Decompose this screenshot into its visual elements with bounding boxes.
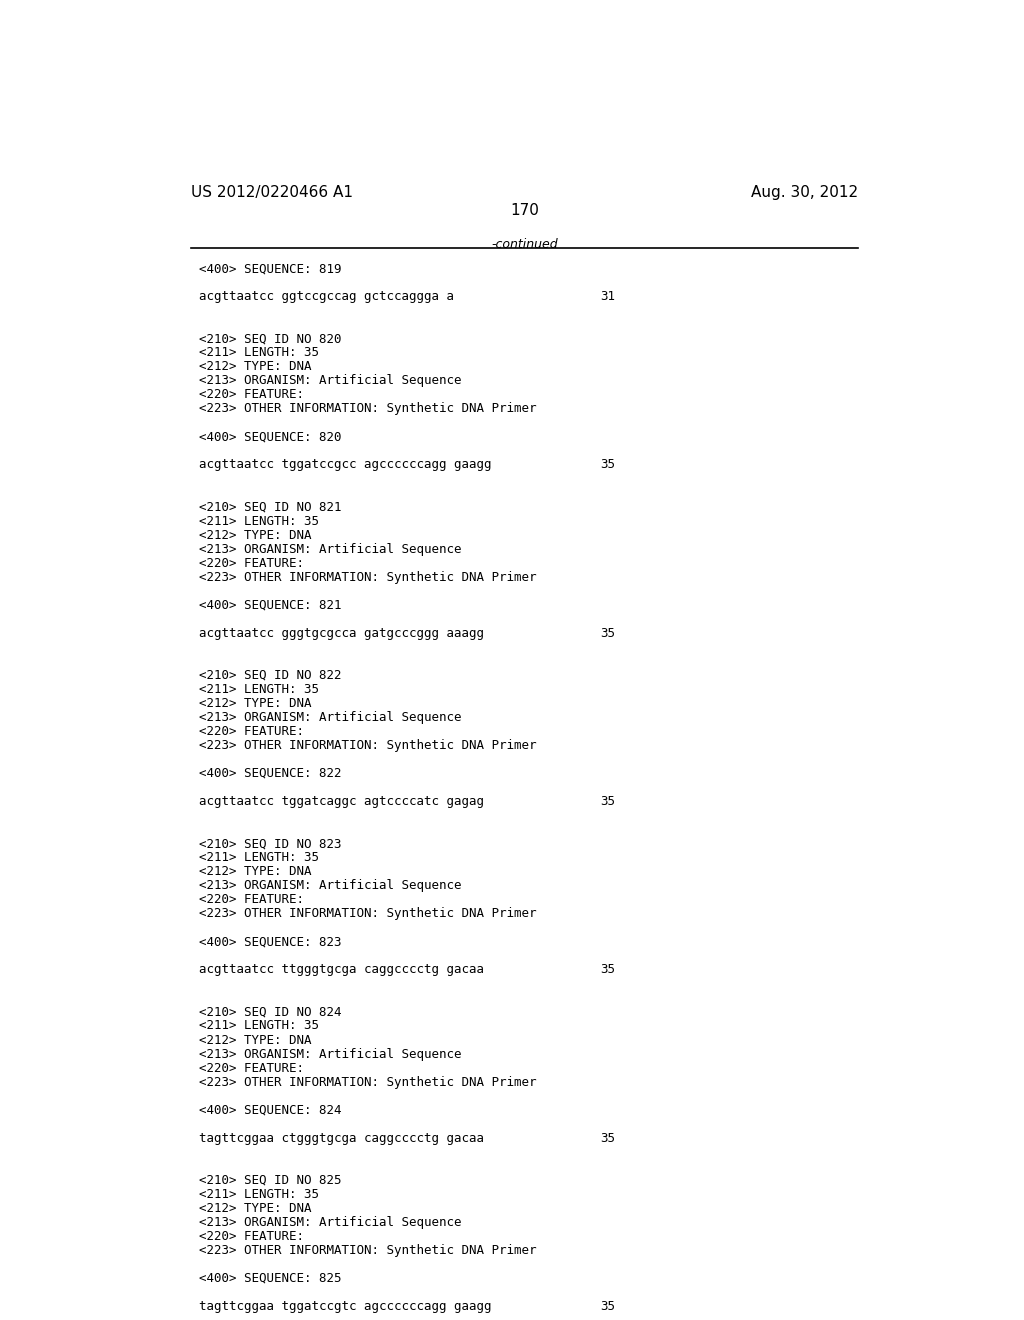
- Text: <223> OTHER INFORMATION: Synthetic DNA Primer: <223> OTHER INFORMATION: Synthetic DNA P…: [200, 739, 537, 752]
- Text: <211> LENGTH: 35: <211> LENGTH: 35: [200, 1019, 319, 1032]
- Text: <220> FEATURE:: <220> FEATURE:: [200, 1061, 304, 1074]
- Text: acgttaatcc ttgggtgcga caggcccctg gacaa: acgttaatcc ttgggtgcga caggcccctg gacaa: [200, 964, 484, 977]
- Text: 170: 170: [510, 203, 540, 218]
- Text: <213> ORGANISM: Artificial Sequence: <213> ORGANISM: Artificial Sequence: [200, 375, 462, 387]
- Text: <213> ORGANISM: Artificial Sequence: <213> ORGANISM: Artificial Sequence: [200, 543, 462, 556]
- Text: 35: 35: [600, 1300, 615, 1313]
- Text: <400> SEQUENCE: 822: <400> SEQUENCE: 822: [200, 767, 342, 780]
- Text: 35: 35: [600, 1131, 615, 1144]
- Text: tagttcggaa tggatccgtc agccccccagg gaagg: tagttcggaa tggatccgtc agccccccagg gaagg: [200, 1300, 492, 1313]
- Text: <220> FEATURE:: <220> FEATURE:: [200, 894, 304, 907]
- Text: acgttaatcc tggatccgcc agccccccagg gaagg: acgttaatcc tggatccgcc agccccccagg gaagg: [200, 458, 492, 471]
- Text: <210> SEQ ID NO 825: <210> SEQ ID NO 825: [200, 1173, 342, 1187]
- Text: <213> ORGANISM: Artificial Sequence: <213> ORGANISM: Artificial Sequence: [200, 1216, 462, 1229]
- Text: 31: 31: [600, 290, 615, 304]
- Text: <213> ORGANISM: Artificial Sequence: <213> ORGANISM: Artificial Sequence: [200, 1048, 462, 1060]
- Text: <212> TYPE: DNA: <212> TYPE: DNA: [200, 1034, 312, 1047]
- Text: <400> SEQUENCE: 824: <400> SEQUENCE: 824: [200, 1104, 342, 1117]
- Text: <211> LENGTH: 35: <211> LENGTH: 35: [200, 346, 319, 359]
- Text: <212> TYPE: DNA: <212> TYPE: DNA: [200, 360, 312, 374]
- Text: <220> FEATURE:: <220> FEATURE:: [200, 725, 304, 738]
- Text: Aug. 30, 2012: Aug. 30, 2012: [751, 185, 858, 199]
- Text: 35: 35: [600, 627, 615, 640]
- Text: <223> OTHER INFORMATION: Synthetic DNA Primer: <223> OTHER INFORMATION: Synthetic DNA P…: [200, 1076, 537, 1089]
- Text: <210> SEQ ID NO 824: <210> SEQ ID NO 824: [200, 1006, 342, 1019]
- Text: <400> SEQUENCE: 821: <400> SEQUENCE: 821: [200, 599, 342, 611]
- Text: <223> OTHER INFORMATION: Synthetic DNA Primer: <223> OTHER INFORMATION: Synthetic DNA P…: [200, 570, 537, 583]
- Text: 35: 35: [600, 458, 615, 471]
- Text: <220> FEATURE:: <220> FEATURE:: [200, 388, 304, 401]
- Text: <220> FEATURE:: <220> FEATURE:: [200, 557, 304, 570]
- Text: <220> FEATURE:: <220> FEATURE:: [200, 1230, 304, 1243]
- Text: acgttaatcc gggtgcgcca gatgcccggg aaagg: acgttaatcc gggtgcgcca gatgcccggg aaagg: [200, 627, 484, 640]
- Text: <211> LENGTH: 35: <211> LENGTH: 35: [200, 1188, 319, 1201]
- Text: <212> TYPE: DNA: <212> TYPE: DNA: [200, 528, 312, 541]
- Text: <210> SEQ ID NO 823: <210> SEQ ID NO 823: [200, 837, 342, 850]
- Text: 35: 35: [600, 795, 615, 808]
- Text: <213> ORGANISM: Artificial Sequence: <213> ORGANISM: Artificial Sequence: [200, 879, 462, 892]
- Text: acgttaatcc ggtccgccag gctccaggga a: acgttaatcc ggtccgccag gctccaggga a: [200, 290, 455, 304]
- Text: <212> TYPE: DNA: <212> TYPE: DNA: [200, 697, 312, 710]
- Text: <400> SEQUENCE: 825: <400> SEQUENCE: 825: [200, 1272, 342, 1284]
- Text: <211> LENGTH: 35: <211> LENGTH: 35: [200, 682, 319, 696]
- Text: <210> SEQ ID NO 821: <210> SEQ ID NO 821: [200, 500, 342, 513]
- Text: <210> SEQ ID NO 822: <210> SEQ ID NO 822: [200, 669, 342, 682]
- Text: <223> OTHER INFORMATION: Synthetic DNA Primer: <223> OTHER INFORMATION: Synthetic DNA P…: [200, 403, 537, 416]
- Text: US 2012/0220466 A1: US 2012/0220466 A1: [191, 185, 353, 199]
- Text: tagttcggaa ctgggtgcga caggcccctg gacaa: tagttcggaa ctgggtgcga caggcccctg gacaa: [200, 1131, 484, 1144]
- Text: 35: 35: [600, 964, 615, 977]
- Text: <211> LENGTH: 35: <211> LENGTH: 35: [200, 515, 319, 528]
- Text: <400> SEQUENCE: 819: <400> SEQUENCE: 819: [200, 263, 342, 275]
- Text: acgttaatcc tggatcaggc agtccccatc gagag: acgttaatcc tggatcaggc agtccccatc gagag: [200, 795, 484, 808]
- Text: <223> OTHER INFORMATION: Synthetic DNA Primer: <223> OTHER INFORMATION: Synthetic DNA P…: [200, 1243, 537, 1257]
- Text: -continued: -continued: [492, 238, 558, 251]
- Text: <400> SEQUENCE: 823: <400> SEQUENCE: 823: [200, 936, 342, 948]
- Text: <212> TYPE: DNA: <212> TYPE: DNA: [200, 1201, 312, 1214]
- Text: <210> SEQ ID NO 820: <210> SEQ ID NO 820: [200, 333, 342, 346]
- Text: <213> ORGANISM: Artificial Sequence: <213> ORGANISM: Artificial Sequence: [200, 711, 462, 723]
- Text: <400> SEQUENCE: 820: <400> SEQUENCE: 820: [200, 430, 342, 444]
- Text: <211> LENGTH: 35: <211> LENGTH: 35: [200, 851, 319, 865]
- Text: <223> OTHER INFORMATION: Synthetic DNA Primer: <223> OTHER INFORMATION: Synthetic DNA P…: [200, 907, 537, 920]
- Text: <212> TYPE: DNA: <212> TYPE: DNA: [200, 865, 312, 878]
